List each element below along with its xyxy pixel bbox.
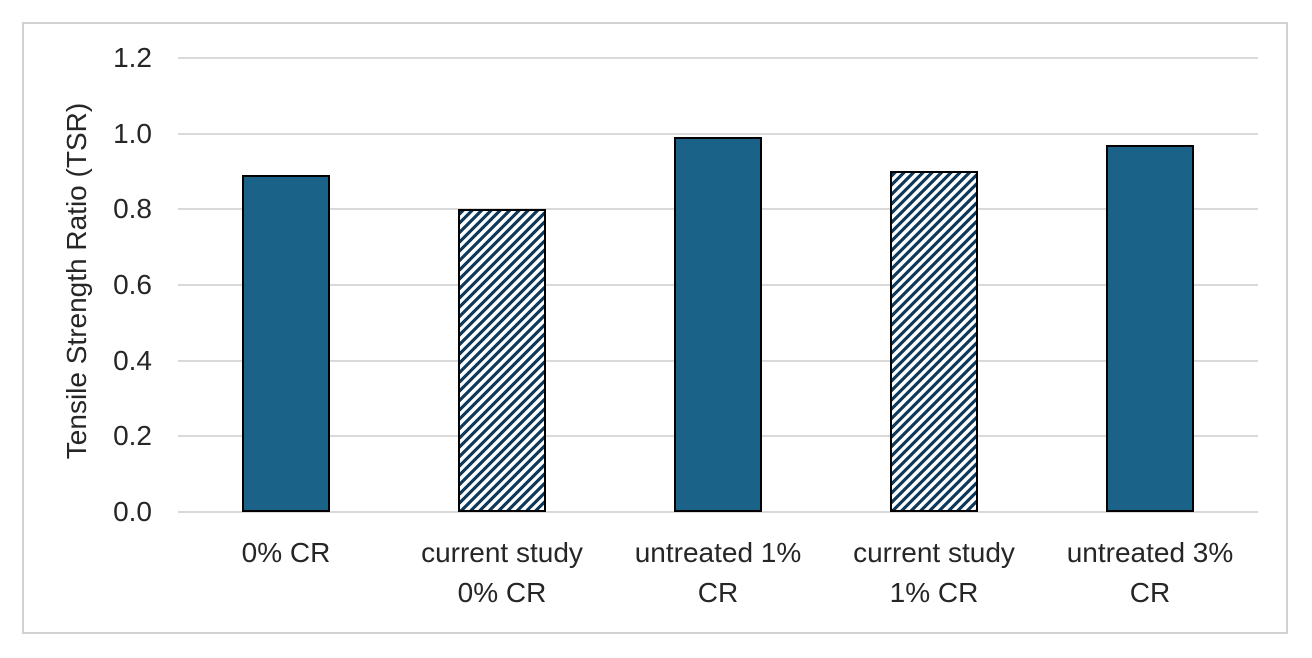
x-category-label-line: 1% CR	[889, 577, 979, 608]
x-category-label-line: untreated 1%	[634, 537, 802, 568]
bar	[242, 175, 330, 512]
y-tick-label: 0.6	[113, 269, 152, 300]
y-tick-label: 0.8	[113, 193, 152, 225]
y-tick-label: 1.2	[113, 42, 152, 73]
x-category-label: current study 1% CR	[826, 533, 1042, 613]
plot-area	[178, 57, 1258, 513]
gridline	[178, 132, 1258, 135]
x-category-label-line: 0% CR	[457, 577, 547, 608]
x-category-label: current study 0% CR	[394, 533, 610, 613]
bar	[458, 209, 546, 512]
x-category-label-line: 0% CR	[241, 537, 331, 568]
x-category-label-line: CR	[1129, 577, 1171, 608]
x-category-label: 0% CR	[178, 533, 394, 573]
bar	[674, 137, 762, 512]
y-tick-label: 1.0	[113, 117, 152, 149]
x-category-label: untreated 3% CR	[1042, 533, 1258, 613]
x-category-label-line: CR	[697, 577, 739, 608]
x-category-label-line: current study	[853, 537, 1015, 568]
x-category-label-line: current study	[421, 537, 583, 568]
bar	[1106, 145, 1194, 512]
bar	[890, 171, 978, 512]
x-category-label: untreated 1% CR	[610, 533, 826, 613]
gridline	[178, 57, 1258, 59]
y-tick-label: 0.0	[113, 496, 152, 527]
y-tick-label: 0.4	[113, 344, 152, 376]
x-category-label-line: untreated 3%	[1066, 537, 1234, 568]
gridline	[178, 511, 1258, 513]
y-tick-label: 0.2	[113, 420, 152, 452]
bar-chart-frame: Tensile Strength Ratio (TSR) 0.0 0.2 0.4 0.…	[22, 22, 1288, 634]
